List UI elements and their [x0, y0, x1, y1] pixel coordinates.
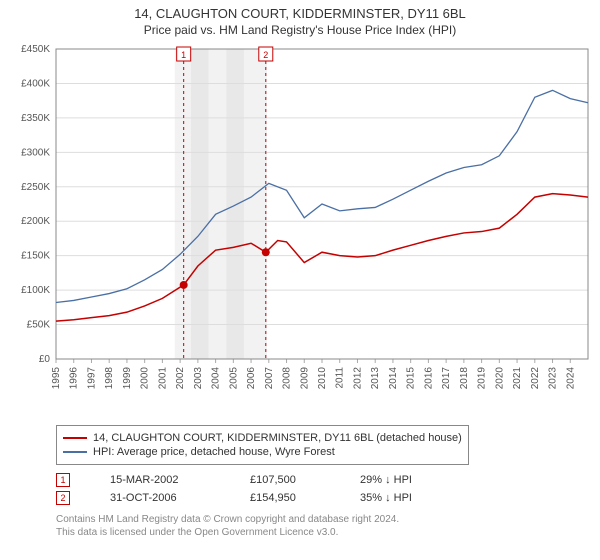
svg-text:£0: £0: [39, 354, 51, 365]
svg-text:2014: 2014: [388, 367, 399, 390]
legend-item: 14, CLAUGHTON COURT, KIDDERMINSTER, DY11…: [63, 432, 462, 444]
svg-text:2020: 2020: [494, 367, 505, 390]
svg-text:2015: 2015: [406, 367, 417, 390]
svg-text:£100K: £100K: [21, 285, 50, 296]
svg-text:1999: 1999: [122, 367, 133, 390]
svg-text:£350K: £350K: [21, 113, 50, 124]
svg-text:2001: 2001: [157, 367, 168, 390]
page-title: 14, CLAUGHTON COURT, KIDDERMINSTER, DY11…: [0, 6, 600, 21]
transaction-date: 31-OCT-2006: [110, 492, 210, 504]
svg-text:1: 1: [181, 50, 186, 60]
svg-text:2009: 2009: [299, 367, 310, 390]
svg-text:2003: 2003: [193, 367, 204, 390]
transaction-marker: 1: [56, 473, 70, 487]
transaction-price: £154,950: [250, 492, 320, 504]
svg-text:1996: 1996: [69, 367, 80, 390]
legend-item: HPI: Average price, detached house, Wyre…: [63, 446, 462, 458]
page-subtitle: Price paid vs. HM Land Registry's House …: [0, 23, 600, 37]
svg-text:£400K: £400K: [21, 78, 50, 89]
svg-text:2011: 2011: [335, 367, 346, 389]
svg-text:2004: 2004: [211, 367, 222, 390]
transaction-diff: 35% ↓ HPI: [360, 492, 440, 504]
svg-text:£150K: £150K: [21, 251, 50, 262]
svg-text:£300K: £300K: [21, 147, 50, 158]
svg-text:2006: 2006: [246, 367, 257, 390]
legend-label: 14, CLAUGHTON COURT, KIDDERMINSTER, DY11…: [93, 432, 462, 444]
transaction-row: 2 31-OCT-2006 £154,950 35% ↓ HPI: [56, 491, 580, 505]
transaction-price: £107,500: [250, 474, 320, 486]
svg-text:2008: 2008: [282, 367, 293, 390]
legend-swatch: [63, 451, 87, 453]
svg-text:1995: 1995: [51, 367, 62, 390]
svg-text:2012: 2012: [352, 367, 363, 390]
chart-svg: £0 £50K £100K £150K £200K £250K £300K £350K £400…: [0, 39, 600, 419]
svg-text:2017: 2017: [441, 367, 452, 390]
svg-text:1998: 1998: [104, 367, 115, 390]
transaction-row: 1 15-MAR-2002 £107,500 29% ↓ HPI: [56, 473, 580, 487]
svg-text:2002: 2002: [175, 367, 186, 390]
svg-text:2022: 2022: [530, 367, 541, 390]
attribution-line-2: This data is licensed under the Open Gov…: [56, 526, 580, 539]
transactions-table: 1 15-MAR-2002 £107,500 29% ↓ HPI 2 31-OCT-200…: [56, 473, 580, 505]
svg-text:2016: 2016: [423, 367, 434, 390]
price-chart: £0 £50K £100K £150K £200K £250K £300K £350K £400…: [0, 39, 600, 419]
transaction-date: 15-MAR-2002: [110, 474, 210, 486]
svg-text:2010: 2010: [317, 367, 328, 390]
svg-text:1997: 1997: [86, 367, 97, 390]
svg-text:2023: 2023: [548, 367, 559, 390]
svg-text:2: 2: [263, 50, 268, 60]
legend-swatch: [63, 437, 87, 439]
svg-text:£450K: £450K: [21, 44, 50, 55]
svg-text:2019: 2019: [477, 367, 488, 390]
attribution: Contains HM Land Registry data © Crown c…: [56, 513, 580, 539]
transaction-diff: 29% ↓ HPI: [360, 474, 440, 486]
svg-text:£250K: £250K: [21, 182, 50, 193]
svg-text:£50K: £50K: [27, 320, 51, 331]
svg-text:2013: 2013: [370, 367, 381, 390]
legend: 14, CLAUGHTON COURT, KIDDERMINSTER, DY11…: [56, 425, 580, 465]
svg-text:£200K: £200K: [21, 216, 50, 227]
transaction-marker: 2: [56, 491, 70, 505]
attribution-line-1: Contains HM Land Registry data © Crown c…: [56, 513, 580, 526]
svg-text:2018: 2018: [459, 367, 470, 390]
legend-label: HPI: Average price, detached house, Wyre…: [93, 446, 335, 458]
svg-text:2024: 2024: [565, 367, 576, 390]
svg-text:2000: 2000: [140, 367, 151, 390]
svg-text:2021: 2021: [512, 367, 523, 390]
svg-text:2007: 2007: [264, 367, 275, 390]
svg-text:2005: 2005: [228, 367, 239, 390]
